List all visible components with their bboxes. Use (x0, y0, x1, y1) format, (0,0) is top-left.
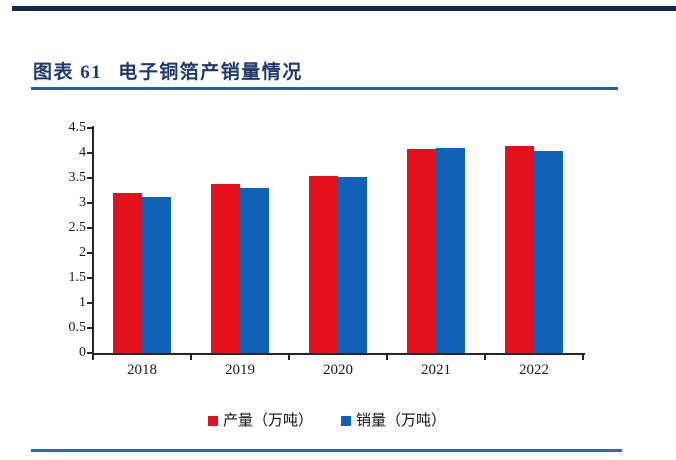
y-tick (87, 127, 92, 129)
bottom-rule (31, 449, 622, 452)
bar-销量（万吨）-2020 (338, 177, 367, 353)
y-tick (87, 327, 92, 329)
bar-销量（万吨）-2022 (534, 151, 563, 353)
bar-产量（万吨）-2022 (505, 145, 534, 353)
x-tick (92, 355, 94, 360)
y-tick-label: 4 (79, 145, 86, 160)
bar-产量（万吨）-2018 (113, 193, 142, 353)
bar-销量（万吨）-2019 (240, 187, 269, 353)
title-underline (31, 87, 618, 90)
x-category-label: 2021 (421, 362, 451, 378)
figure-number: 图表 61 (33, 62, 103, 83)
y-tick (87, 277, 92, 279)
y-axis-line (92, 126, 94, 355)
y-tick (87, 152, 92, 154)
x-tick (288, 355, 290, 360)
y-tick (87, 177, 92, 179)
x-tick (386, 355, 388, 360)
y-tick-label: 1 (79, 295, 86, 310)
bar-产量（万吨）-2021 (407, 148, 436, 353)
bar-产量（万吨）-2019 (211, 184, 240, 353)
y-tick (87, 302, 92, 304)
y-tick-label: 0 (79, 345, 86, 360)
y-tick-label: 4.5 (68, 120, 87, 135)
bar-销量（万吨）-2018 (142, 196, 171, 353)
bar-销量（万吨）-2021 (436, 147, 465, 353)
figure-title: 图表 61 电子铜箔产销量情况 (33, 57, 303, 83)
chart-legend: 产量（万吨） 销量（万吨） (208, 412, 446, 430)
y-tick-label: 2.5 (68, 220, 87, 235)
y-tick-label: 3.5 (68, 170, 87, 185)
legend-swatch-icon (208, 416, 218, 426)
y-tick (87, 227, 92, 229)
top-accent-bar (12, 6, 676, 11)
x-category-label: 2019 (225, 362, 255, 378)
y-tick-label: 3 (79, 195, 86, 210)
x-category-label: 2020 (323, 362, 353, 378)
y-tick-label: 2 (79, 245, 86, 260)
x-axis-line (92, 353, 585, 355)
legend-item: 销量（万吨） (341, 412, 446, 430)
x-category-label: 2022 (519, 362, 549, 378)
legend-label: 销量（万吨） (356, 413, 447, 429)
bar-产量（万吨）-2020 (309, 176, 338, 353)
x-tick (190, 355, 192, 360)
x-category-label: 2018 (127, 362, 157, 378)
y-tick-label: 1.5 (68, 270, 87, 285)
legend-swatch-icon (341, 416, 352, 426)
y-tick (87, 252, 92, 254)
y-tick-label: 0.5 (68, 320, 87, 335)
x-tick (484, 355, 486, 360)
legend-item: 产量（万吨） (208, 412, 313, 430)
legend-label: 产量（万吨） (223, 413, 314, 429)
y-tick (87, 202, 92, 204)
x-tick (582, 355, 584, 360)
figure-title-text: 电子铜箔产销量情况 (118, 62, 303, 83)
y-tick (87, 352, 92, 354)
